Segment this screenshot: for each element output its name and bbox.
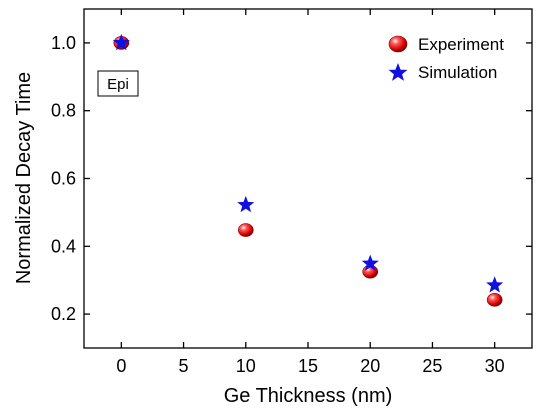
x-tick-label: 20 <box>360 356 380 376</box>
legend-experiment-marker <box>388 35 408 53</box>
legend-simulation-marker <box>388 63 408 81</box>
y-axis-title: Normalized Decay Time <box>13 72 35 284</box>
legend-experiment-label: Experiment <box>418 35 504 54</box>
y-tick-label: 1.0 <box>51 33 76 53</box>
y-tick-label: 0.8 <box>51 101 76 121</box>
experiment-point <box>486 293 503 307</box>
y-tick-label: 0.2 <box>51 304 76 324</box>
marks-layer <box>112 33 504 307</box>
plot-frame <box>83 8 533 349</box>
y-tick-label: 0.4 <box>51 236 76 256</box>
x-tick-label: 25 <box>422 356 442 376</box>
x-tick-label: 10 <box>236 356 256 376</box>
legend-simulation-label: Simulation <box>418 63 497 82</box>
epi-annotation-box <box>97 70 139 97</box>
simulation-point <box>361 254 379 271</box>
x-tick-label: 0 <box>116 356 126 376</box>
x-axis-title: Ge Thickness (nm) <box>224 385 393 407</box>
legend: Experiment Simulation <box>388 35 504 82</box>
x-tick-label: 30 <box>485 356 505 376</box>
ticks-layer: 0 5 10 15 20 25 30 0.2 0.4 0.6 0.8 1.0 <box>51 9 532 376</box>
experiment-point <box>237 223 254 237</box>
epi-annotation: Epi <box>97 70 139 97</box>
x-tick-label: 5 <box>179 356 189 376</box>
simulation-point <box>237 195 255 213</box>
y-tick-label: 0.6 <box>51 169 76 189</box>
x-tick-label: 15 <box>298 356 318 376</box>
simulation-point <box>486 276 504 293</box>
simulation-point <box>112 33 130 51</box>
epi-annotation-label: Epi <box>107 76 129 93</box>
